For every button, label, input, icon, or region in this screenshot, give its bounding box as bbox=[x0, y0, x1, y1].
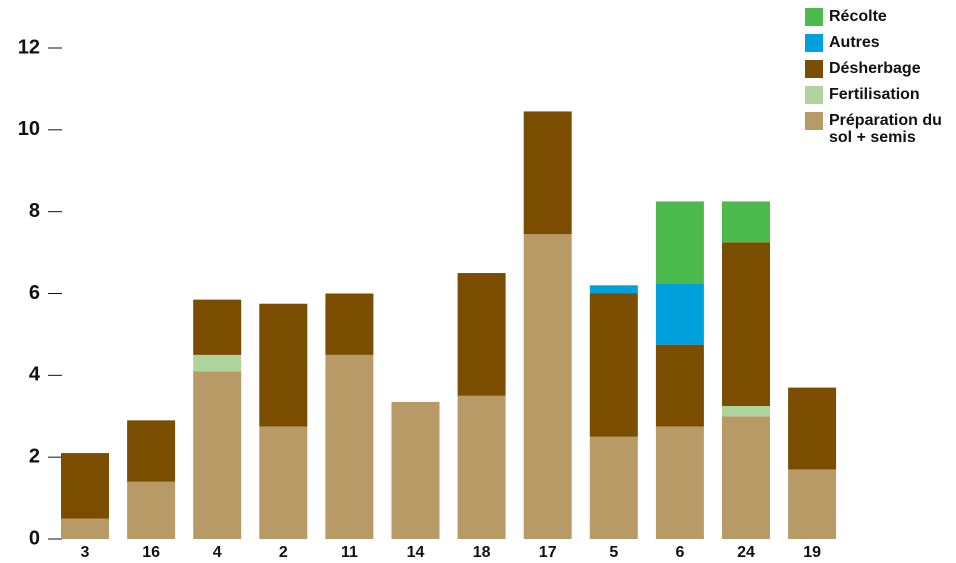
bar-segment bbox=[325, 293, 374, 355]
y-tick-label: 12 bbox=[18, 36, 40, 58]
legend-item: Préparation du sol + semis bbox=[805, 112, 955, 146]
bar-segment bbox=[589, 436, 638, 539]
bar-segment bbox=[788, 387, 837, 470]
legend-label: Autres bbox=[829, 34, 880, 51]
x-tick-label: 17 bbox=[539, 544, 557, 561]
bar-segment bbox=[655, 283, 704, 345]
bar-segment bbox=[127, 420, 176, 482]
x-tick-label: 16 bbox=[142, 544, 160, 561]
x-tick-label: 18 bbox=[473, 544, 491, 561]
legend-label: Fertilisation bbox=[829, 86, 920, 103]
bar-segment bbox=[655, 201, 704, 284]
bar-segment bbox=[589, 293, 638, 437]
bar-segment bbox=[193, 354, 242, 372]
legend-swatch bbox=[805, 8, 823, 26]
bar-segment bbox=[722, 201, 770, 243]
bar-segment bbox=[589, 285, 638, 294]
bar-segment bbox=[457, 395, 506, 539]
bar-segment bbox=[325, 354, 374, 539]
bar-segment bbox=[127, 481, 176, 539]
y-tick-label: 10 bbox=[18, 118, 40, 140]
x-tick-label: 19 bbox=[803, 544, 821, 561]
bar-segment bbox=[457, 273, 506, 396]
bar-segment bbox=[61, 518, 109, 539]
y-tick-label: 0 bbox=[29, 527, 40, 549]
bar-segment bbox=[259, 426, 308, 539]
y-tick-label: 4 bbox=[29, 364, 41, 386]
legend-item: Fertilisation bbox=[805, 86, 955, 104]
y-tick-label: 2 bbox=[29, 445, 40, 467]
x-tick-label: 2 bbox=[279, 544, 288, 561]
bar-segment bbox=[722, 242, 770, 407]
bar-segment bbox=[655, 344, 704, 427]
x-tick-label: 6 bbox=[675, 544, 684, 561]
bar-segment bbox=[722, 416, 770, 539]
legend-label: Désherbage bbox=[829, 60, 921, 77]
bar-segment bbox=[788, 469, 837, 539]
legend-swatch bbox=[805, 34, 823, 52]
x-tick-label: 11 bbox=[341, 544, 358, 561]
legend-label: Préparation du sol + semis bbox=[829, 112, 942, 146]
legend-label: Récolte bbox=[829, 8, 887, 25]
bar-segment bbox=[61, 453, 109, 519]
bar-segment bbox=[259, 303, 308, 427]
x-tick-label: 24 bbox=[737, 544, 755, 561]
legend-item: Autres bbox=[805, 34, 955, 52]
legend-swatch bbox=[805, 112, 823, 130]
legend-item: Récolte bbox=[805, 8, 955, 26]
y-tick-label: 8 bbox=[29, 200, 40, 222]
legend-swatch bbox=[805, 86, 823, 104]
x-tick-label: 5 bbox=[609, 544, 618, 561]
legend-item: Désherbage bbox=[805, 60, 955, 78]
bar-segment bbox=[391, 401, 440, 539]
legend: Récolte Autres Désherbage Fertilisation Prép… bbox=[805, 8, 955, 154]
bar-segment bbox=[722, 406, 770, 417]
bar-segment bbox=[523, 234, 572, 539]
bar-segment bbox=[193, 299, 242, 355]
y-tick-label: 6 bbox=[29, 282, 40, 304]
x-tick-label: 4 bbox=[213, 544, 222, 561]
x-tick-label: 3 bbox=[81, 544, 90, 561]
x-tick-label: 14 bbox=[407, 544, 425, 561]
bar-segment bbox=[655, 426, 704, 539]
bar-segment bbox=[523, 111, 572, 235]
bar-segment bbox=[193, 371, 242, 539]
legend-swatch bbox=[805, 60, 823, 78]
